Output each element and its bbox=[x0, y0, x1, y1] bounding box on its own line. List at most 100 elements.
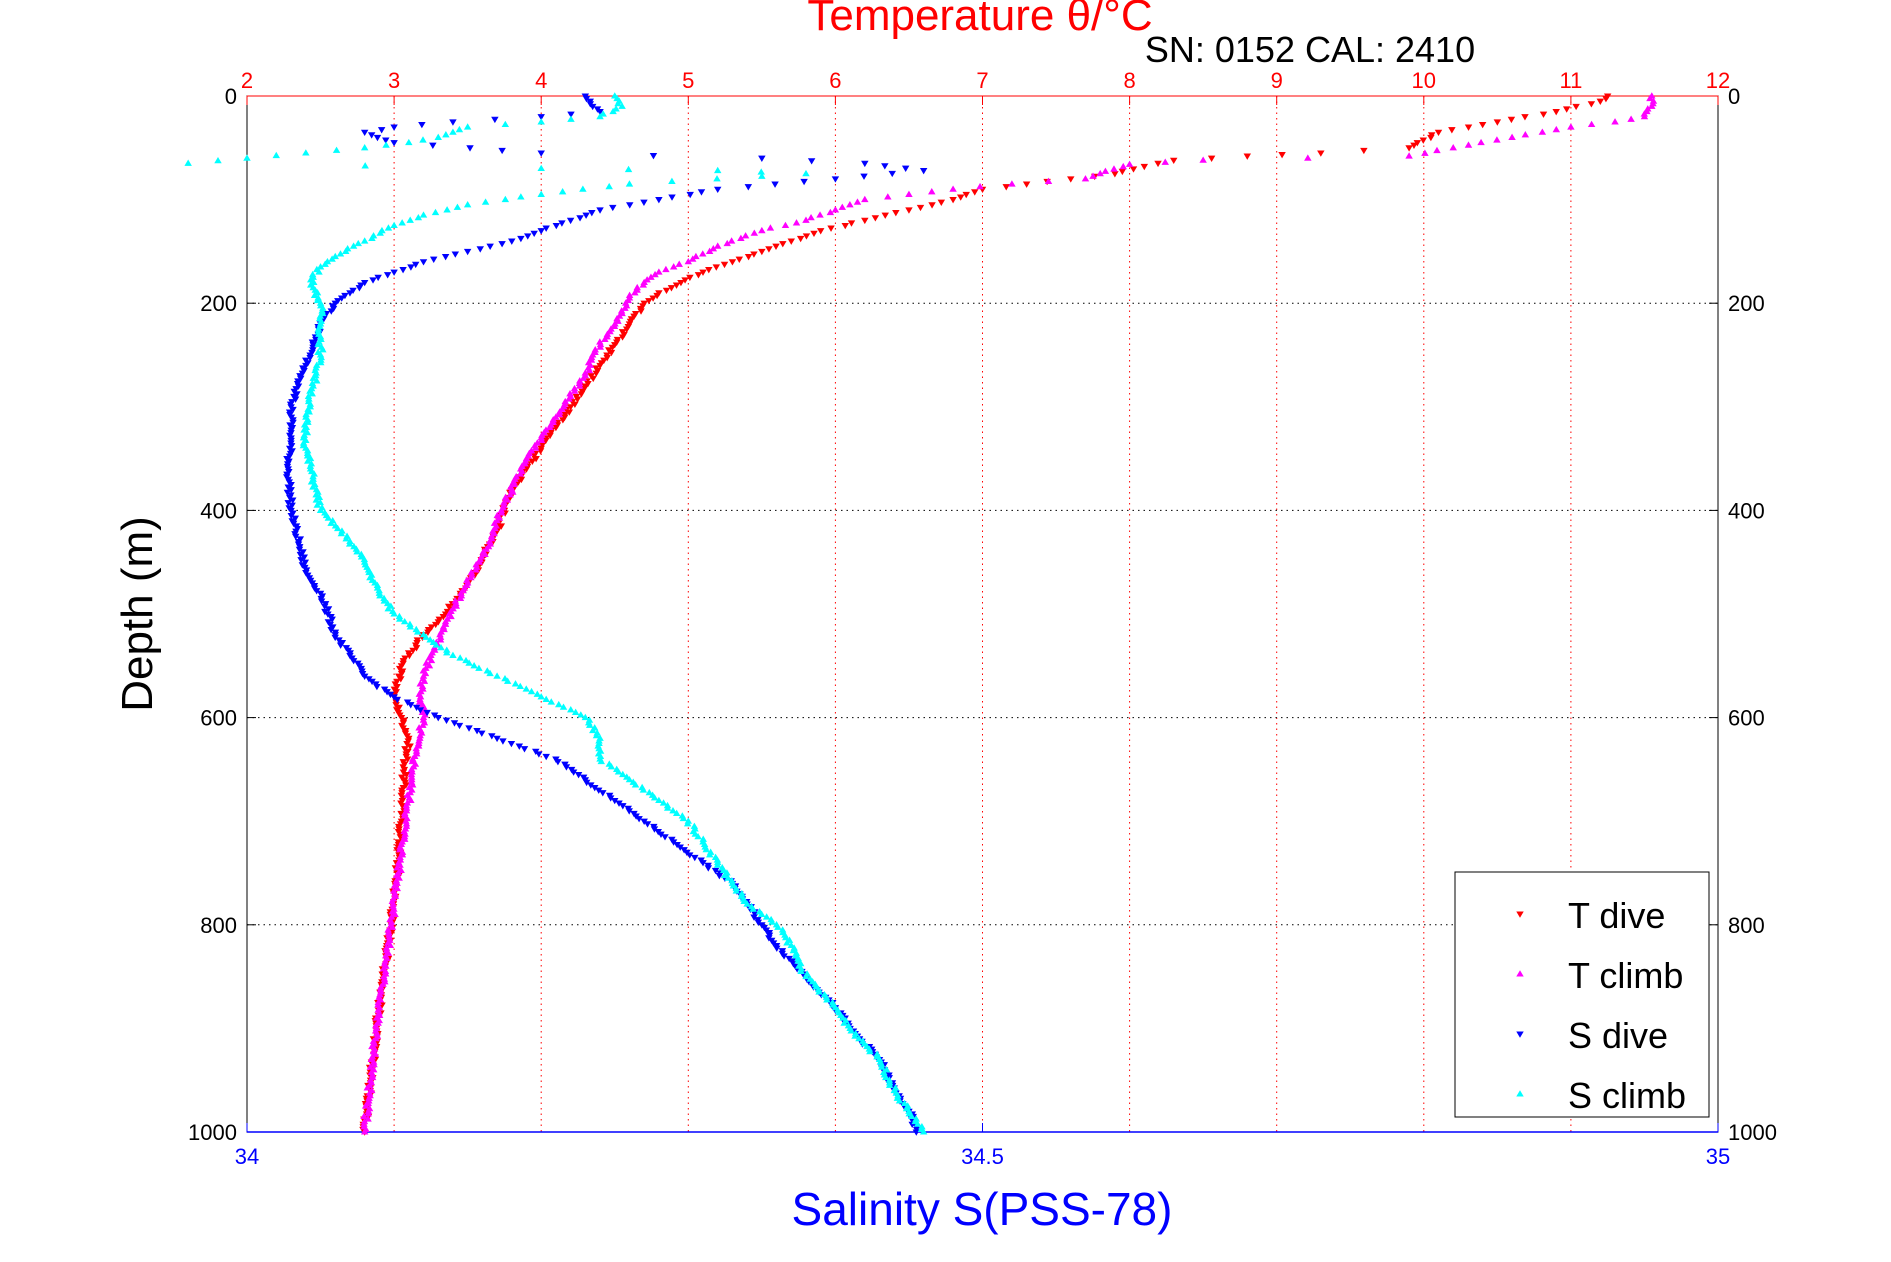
data-point bbox=[668, 177, 676, 185]
data-point bbox=[419, 721, 427, 728]
data-point bbox=[559, 703, 568, 710]
data-point bbox=[478, 730, 486, 737]
data-point bbox=[367, 132, 376, 139]
chart-subtitle: SN: 0152 CAL: 2410 bbox=[1145, 29, 1475, 70]
data-point bbox=[517, 235, 525, 243]
data-point bbox=[672, 809, 681, 816]
temperature-tick-label: 10 bbox=[1412, 68, 1436, 93]
data-point bbox=[406, 788, 414, 796]
data-point bbox=[579, 185, 587, 192]
data-point bbox=[1317, 150, 1325, 157]
data-point bbox=[1419, 137, 1428, 144]
data-point bbox=[928, 202, 936, 209]
data-point bbox=[354, 239, 362, 247]
data-point bbox=[861, 195, 869, 203]
data-point bbox=[705, 266, 713, 274]
data-point bbox=[531, 444, 540, 451]
data-point bbox=[452, 602, 461, 609]
data-point bbox=[516, 470, 525, 477]
data-point bbox=[429, 142, 437, 150]
data-point bbox=[757, 910, 766, 917]
data-point bbox=[315, 493, 324, 500]
data-point bbox=[589, 375, 597, 383]
data-point bbox=[419, 136, 427, 143]
data-point bbox=[463, 123, 472, 130]
data-point bbox=[727, 237, 736, 244]
data-point bbox=[780, 953, 788, 960]
data-point bbox=[949, 185, 957, 192]
data-point bbox=[333, 524, 342, 532]
data-point bbox=[527, 687, 536, 695]
temperature-tick-label: 11 bbox=[1559, 68, 1582, 93]
data-point bbox=[758, 226, 766, 234]
data-point bbox=[536, 448, 545, 455]
data-point bbox=[388, 923, 397, 930]
data-point bbox=[443, 206, 451, 213]
data-point bbox=[713, 166, 722, 174]
data-point bbox=[535, 751, 543, 758]
data-point bbox=[1405, 152, 1413, 159]
data-point bbox=[520, 746, 529, 753]
legend: T dive T climb S dive S climb bbox=[1454, 871, 1710, 1118]
data-point bbox=[434, 715, 442, 722]
data-point bbox=[607, 763, 616, 770]
data-point bbox=[308, 390, 316, 397]
data-point bbox=[1199, 156, 1207, 163]
depth-tick-label-right: 200 bbox=[1728, 291, 1765, 316]
data-point bbox=[596, 112, 604, 120]
data-point bbox=[610, 322, 619, 330]
data-point bbox=[596, 109, 604, 116]
data-point bbox=[1627, 115, 1635, 122]
data-point bbox=[1596, 98, 1605, 105]
data-point bbox=[741, 232, 750, 239]
data-point bbox=[618, 334, 627, 341]
series-s-climb bbox=[184, 92, 928, 1135]
data-point bbox=[720, 261, 729, 269]
data-point bbox=[486, 669, 494, 677]
data-point bbox=[449, 119, 457, 126]
data-point bbox=[781, 221, 790, 229]
data-point bbox=[393, 864, 401, 871]
data-point bbox=[827, 225, 835, 232]
data-point bbox=[913, 1120, 922, 1127]
data-point bbox=[453, 203, 462, 210]
data-point bbox=[336, 642, 345, 649]
data-point bbox=[1646, 94, 1654, 102]
data-point bbox=[743, 900, 751, 907]
data-point bbox=[732, 887, 741, 894]
data-point bbox=[1648, 102, 1656, 109]
data-point bbox=[882, 1066, 891, 1073]
data-point bbox=[425, 662, 434, 669]
data-point bbox=[971, 189, 979, 196]
data-point bbox=[709, 245, 718, 252]
temperature-tick-label: 6 bbox=[829, 68, 841, 93]
data-point bbox=[855, 1034, 863, 1042]
data-point bbox=[395, 615, 404, 622]
data-point bbox=[624, 165, 633, 173]
data-point bbox=[499, 738, 507, 745]
data-point bbox=[390, 124, 398, 131]
temperature-tick-label: 12 bbox=[1706, 68, 1730, 93]
data-point bbox=[1170, 157, 1178, 165]
data-point bbox=[1207, 155, 1216, 162]
data-point bbox=[789, 946, 798, 954]
data-point bbox=[762, 913, 771, 920]
data-point bbox=[360, 1112, 368, 1119]
data-point bbox=[662, 287, 671, 295]
data-point bbox=[427, 656, 436, 664]
data-point bbox=[405, 138, 413, 146]
data-point bbox=[327, 519, 335, 526]
data-point bbox=[919, 1128, 928, 1135]
data-point bbox=[558, 188, 567, 195]
data-point bbox=[713, 861, 722, 868]
data-point bbox=[840, 1019, 848, 1026]
depth-tick-label-left: 400 bbox=[200, 498, 237, 523]
data-point bbox=[1154, 160, 1162, 168]
data-point bbox=[669, 263, 678, 270]
data-point bbox=[449, 128, 457, 135]
data-point bbox=[467, 573, 475, 581]
data-point bbox=[712, 264, 721, 271]
data-point bbox=[316, 506, 325, 513]
data-point bbox=[949, 197, 957, 204]
